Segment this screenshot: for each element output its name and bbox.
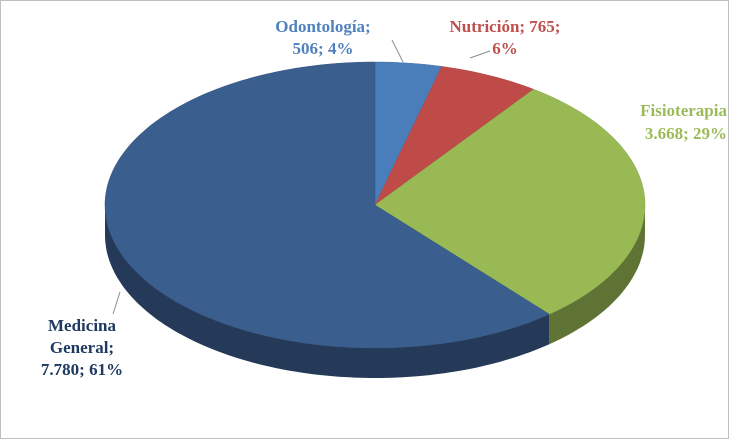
leader-line: [112, 291, 121, 315]
slice: [374, 61, 443, 206]
data-label: Medicina: [48, 316, 116, 335]
data-label: 6%: [492, 39, 518, 58]
data-label: 7.780; 61%: [41, 360, 123, 379]
data-label: 506; 4%: [293, 39, 354, 58]
data-label: General;: [50, 338, 114, 357]
slice: [104, 61, 550, 349]
data-label: Nutrición; 765;: [450, 17, 561, 36]
data-label: 3.668; 29%: [645, 124, 727, 143]
data-label: Fisioterapia: [640, 101, 727, 120]
slice-side: [105, 205, 550, 378]
slice-side: [549, 205, 645, 345]
slice: [374, 89, 646, 315]
slice: [374, 66, 535, 206]
leader-line: [469, 50, 491, 59]
leader-line: [391, 39, 404, 63]
data-label: Odontología;: [275, 17, 370, 36]
